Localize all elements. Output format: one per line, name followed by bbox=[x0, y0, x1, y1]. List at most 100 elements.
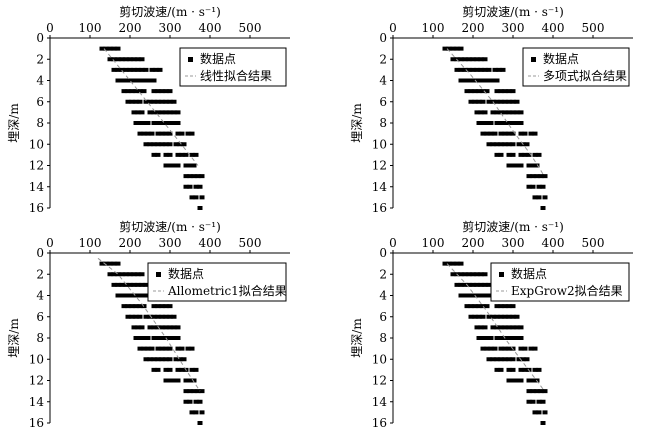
data-point bbox=[494, 99, 500, 104]
data-point bbox=[99, 261, 105, 266]
data-point bbox=[462, 67, 468, 72]
x-tick-label: 500 bbox=[582, 236, 605, 250]
data-point bbox=[159, 346, 165, 351]
data-point bbox=[167, 314, 173, 319]
data-point bbox=[522, 367, 528, 372]
data-point bbox=[159, 131, 165, 136]
data-point bbox=[131, 78, 137, 83]
data-point bbox=[147, 357, 153, 362]
x-tick-label: 100 bbox=[79, 21, 102, 35]
legend-label-points: 数据点 bbox=[511, 266, 547, 281]
data-point bbox=[530, 389, 536, 394]
y-tick-label: 10 bbox=[29, 137, 44, 151]
y-tick-label: 8 bbox=[36, 331, 44, 345]
data-point bbox=[480, 346, 486, 351]
data-point bbox=[175, 152, 181, 157]
y-tick-label: 4 bbox=[379, 289, 387, 303]
data-point bbox=[167, 336, 173, 340]
data-point bbox=[151, 325, 157, 330]
data-point bbox=[484, 304, 490, 309]
data-point bbox=[526, 378, 532, 383]
data-point bbox=[494, 357, 500, 362]
data-point bbox=[155, 131, 161, 136]
data-point bbox=[125, 314, 131, 319]
data-point bbox=[478, 78, 484, 83]
data-point bbox=[474, 78, 480, 83]
data-point bbox=[147, 110, 153, 115]
data-point bbox=[141, 336, 147, 340]
data-point bbox=[466, 272, 472, 277]
data-point bbox=[474, 272, 480, 277]
data-point bbox=[175, 367, 181, 372]
data-point bbox=[510, 89, 516, 94]
data-point bbox=[490, 314, 496, 319]
data-point bbox=[478, 57, 484, 62]
data-point bbox=[167, 142, 173, 147]
data-point bbox=[494, 336, 500, 340]
data-point bbox=[534, 163, 540, 168]
data-point bbox=[155, 367, 161, 372]
legend-box bbox=[522, 47, 630, 87]
data-point bbox=[502, 325, 508, 330]
data-point bbox=[528, 346, 534, 351]
data-point bbox=[500, 67, 506, 72]
data-point bbox=[498, 325, 504, 330]
data-point bbox=[542, 389, 548, 394]
data-point bbox=[199, 174, 205, 179]
y-axis-label: 埋深/m bbox=[350, 103, 364, 143]
data-point bbox=[474, 67, 480, 72]
data-point bbox=[129, 314, 135, 319]
x-tick-label: 300 bbox=[159, 236, 182, 250]
data-point bbox=[482, 293, 488, 298]
data-point bbox=[197, 399, 203, 404]
data-point bbox=[542, 195, 548, 200]
data-point bbox=[155, 152, 161, 157]
data-point bbox=[506, 336, 512, 340]
data-point bbox=[129, 89, 135, 94]
data-point bbox=[514, 99, 520, 104]
data-point bbox=[183, 184, 189, 189]
fit-line bbox=[97, 257, 201, 392]
data-point bbox=[526, 174, 532, 179]
data-point bbox=[514, 163, 520, 168]
data-point bbox=[498, 89, 504, 94]
data-point bbox=[536, 195, 542, 200]
data-point bbox=[474, 282, 480, 287]
data-point bbox=[468, 314, 474, 319]
y-tick-label: 4 bbox=[36, 289, 44, 303]
y-tick-label: 16 bbox=[29, 416, 44, 430]
data-point bbox=[163, 378, 169, 383]
data-point bbox=[99, 46, 105, 51]
data-point bbox=[175, 131, 181, 136]
data-point bbox=[532, 410, 538, 415]
data-point bbox=[498, 314, 504, 319]
data-point bbox=[135, 110, 141, 115]
data-point bbox=[123, 67, 129, 72]
data-point bbox=[195, 389, 201, 394]
data-point bbox=[187, 163, 193, 168]
data-point bbox=[488, 346, 494, 351]
data-point bbox=[139, 282, 145, 287]
data-point bbox=[486, 67, 492, 72]
data-point bbox=[137, 336, 143, 340]
data-point bbox=[488, 336, 494, 340]
data-point bbox=[478, 67, 484, 72]
data-point bbox=[466, 293, 472, 298]
data-point bbox=[183, 399, 189, 404]
data-point bbox=[143, 282, 149, 287]
data-point bbox=[163, 121, 169, 125]
data-point bbox=[466, 67, 472, 72]
y-tick-label: 0 bbox=[379, 31, 387, 45]
legend-label-points: 数据点 bbox=[168, 266, 204, 281]
data-point bbox=[478, 282, 484, 287]
data-point bbox=[183, 378, 189, 383]
data-point bbox=[510, 142, 516, 147]
data-point bbox=[510, 99, 516, 104]
data-point bbox=[145, 121, 151, 125]
data-point bbox=[159, 110, 165, 115]
data-point bbox=[510, 131, 516, 136]
data-point bbox=[492, 346, 498, 351]
data-point bbox=[171, 99, 177, 104]
data-point bbox=[135, 293, 141, 298]
data-point bbox=[199, 195, 205, 200]
